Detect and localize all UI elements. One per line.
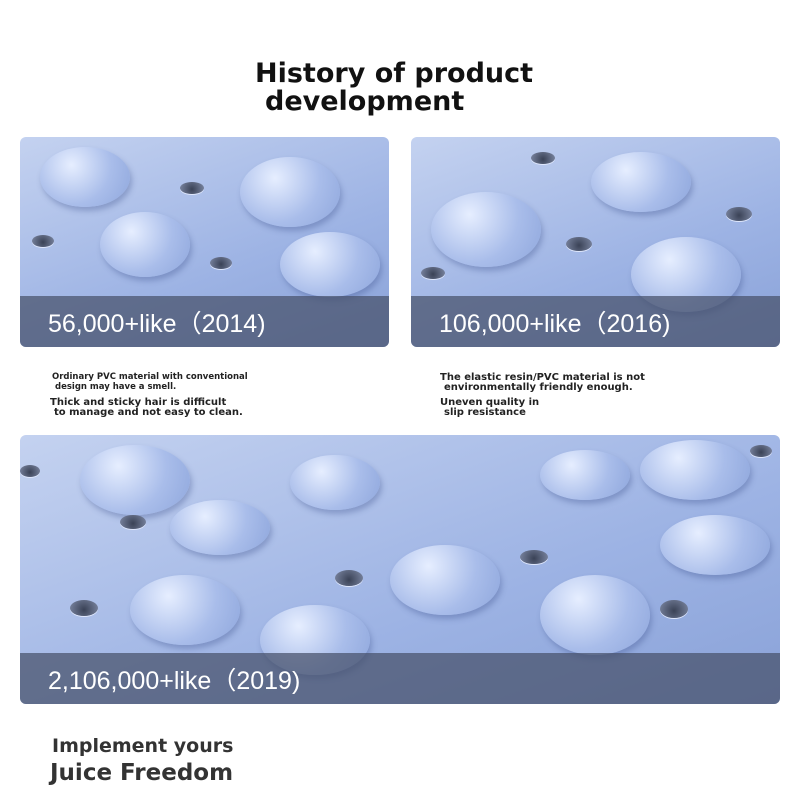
panel-2014: 56,000+like（2014)	[20, 137, 389, 347]
note-line: The elastic resin/PVC material is not	[440, 372, 645, 383]
bump	[431, 192, 541, 267]
drain-hole	[750, 445, 772, 457]
note-2016-slip: Uneven quality in slip resistance	[440, 398, 539, 418]
note-line: Ordinary PVC material with conventional	[52, 372, 248, 382]
panel-label: 106,000+like（2016)	[411, 296, 780, 347]
page-title: History of product development	[255, 60, 533, 116]
panel-2016: 106,000+like（2016)	[411, 137, 780, 347]
note-line: slip resistance	[444, 407, 526, 418]
bump	[591, 152, 691, 212]
bump	[390, 545, 500, 615]
note-line: Uneven quality in	[440, 397, 540, 408]
panel-2019: 2,106,000+like（2019)	[20, 435, 780, 704]
massage-bump	[280, 232, 380, 297]
massage-bump	[40, 147, 130, 207]
bump	[540, 575, 650, 655]
drain-hole	[20, 465, 40, 477]
drain-hole	[726, 207, 752, 221]
bump	[130, 575, 240, 645]
footer-line-1: Implement yours	[52, 735, 234, 757]
note-line: environmentally friendly enough.	[444, 382, 633, 393]
drain-hole	[32, 235, 54, 247]
note-line: Thick and sticky hair is difficult	[50, 397, 227, 408]
drain-hole	[520, 550, 548, 564]
note-line: to manage and not easy to clean.	[54, 407, 243, 418]
note-2014-smell: Ordinary PVC material with conventional …	[52, 372, 248, 392]
note-2014-hair: Thick and sticky hair is difficult to ma…	[50, 398, 243, 418]
drain-hole	[335, 570, 363, 586]
drain-hole	[531, 152, 555, 164]
drain-hole	[180, 182, 204, 194]
bump	[540, 450, 630, 500]
drain-hole	[660, 600, 688, 618]
massage-bump	[100, 212, 190, 277]
panel-label: 2,106,000+like（2019)	[20, 653, 780, 704]
panel-label: 56,000+like（2014)	[20, 296, 389, 347]
title-line-2: development	[265, 86, 465, 117]
drain-hole	[421, 267, 445, 279]
bump	[80, 445, 190, 515]
drain-hole	[210, 257, 232, 269]
bump	[640, 440, 750, 500]
drain-hole	[120, 515, 146, 529]
note-line: design may have a smell.	[55, 382, 177, 392]
drain-hole	[566, 237, 592, 251]
bump	[170, 500, 270, 555]
bump	[290, 455, 380, 510]
title-line-1: History of product	[255, 58, 534, 89]
massage-bump	[240, 157, 340, 227]
footer-line-2: Juice Freedom	[50, 760, 234, 786]
bump	[660, 515, 770, 575]
drain-hole	[70, 600, 98, 616]
note-2016-material: The elastic resin/PVC material is not en…	[440, 373, 645, 393]
